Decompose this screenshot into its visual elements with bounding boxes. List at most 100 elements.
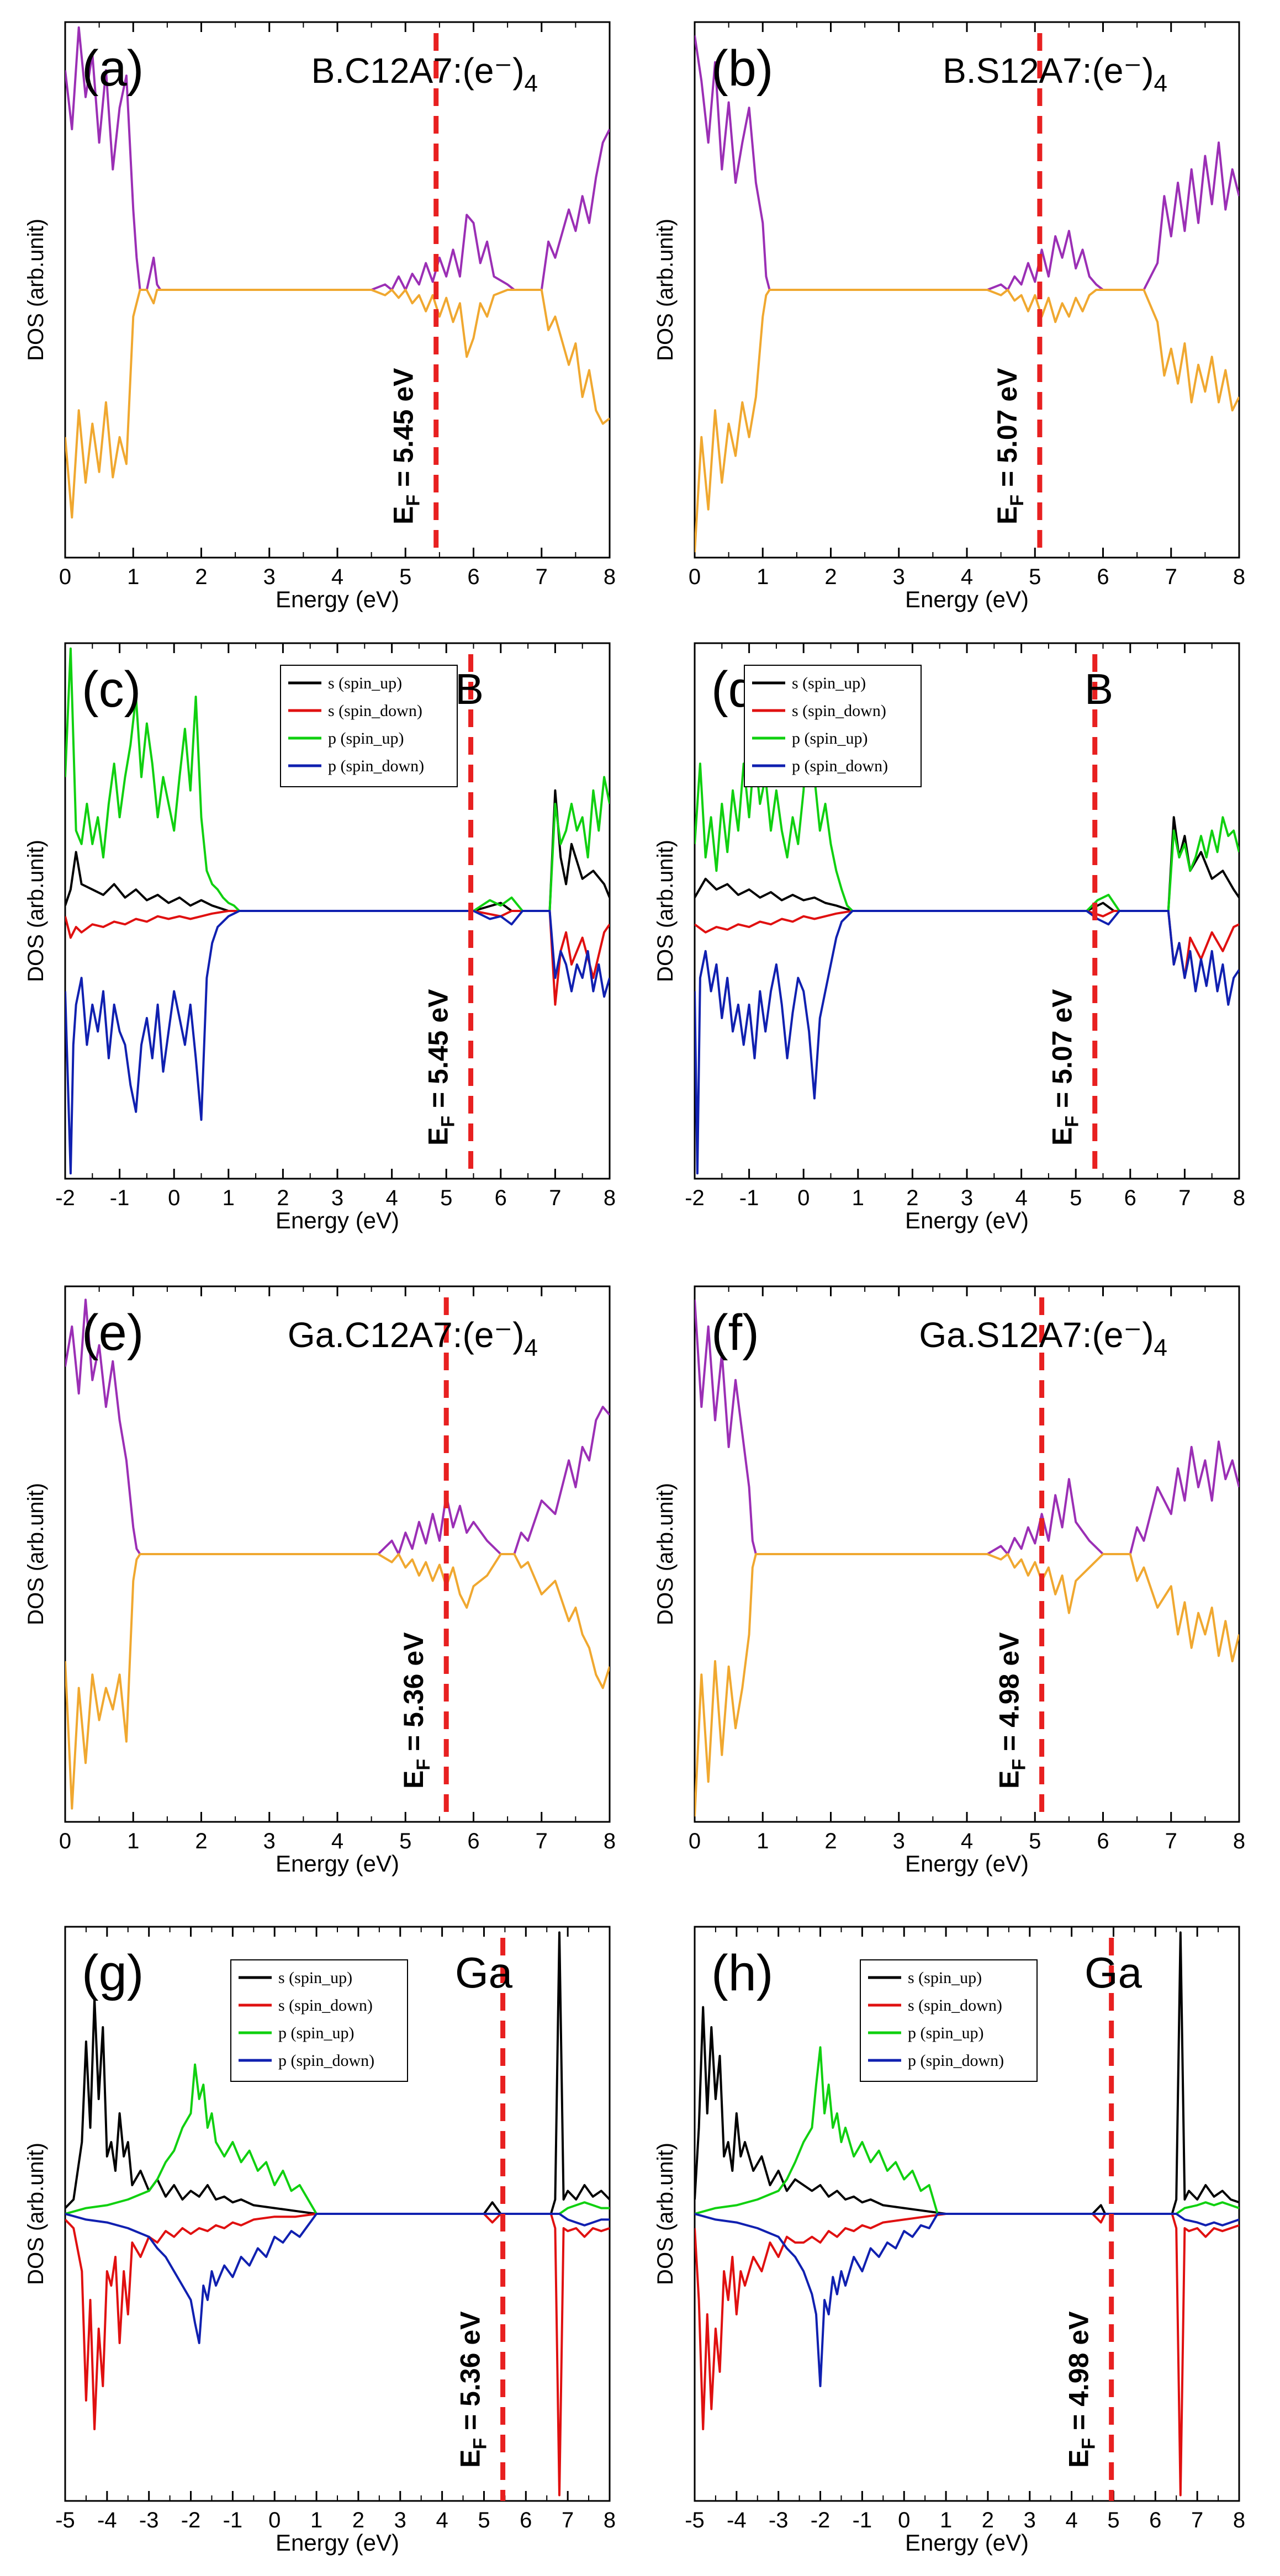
x-tick-label: -4 [727, 2508, 747, 2532]
legend: s (spin_up)s (spin_down)p (spin_up)p (sp… [860, 1959, 1038, 2082]
x-tick-label: 7 [536, 565, 548, 589]
y-axis-label: DOS (arb.unit) [24, 2143, 48, 2285]
x-tick-label: 4 [1065, 2508, 1077, 2532]
x-tick-label: 0 [689, 1829, 701, 1853]
series-line-total_up [65, 1298, 610, 1555]
x-tick-label: 3 [263, 565, 276, 589]
panel-title-main: Ga [455, 1948, 513, 1997]
x-tick-label: 3 [263, 1829, 276, 1853]
fermi-label-sub: F [413, 1759, 434, 1771]
legend-label: s (spin_down) [278, 1996, 373, 2015]
x-tick-label: 4 [961, 1829, 973, 1853]
fermi-label-e: E [994, 1771, 1025, 1789]
legend-label: p (spin_down) [328, 757, 424, 775]
x-tick-label: 6 [467, 1829, 479, 1853]
fermi-label-sub: F [1078, 2438, 1099, 2450]
series-line-s_down [65, 910, 610, 1006]
x-tick-label: 1 [757, 565, 769, 589]
x-tick-label: 3 [394, 2508, 406, 2532]
x-tick-label: 0 [797, 1186, 810, 1210]
panel-label: (h) [711, 1945, 773, 2001]
series-line-p_up [65, 2063, 610, 2215]
x-tick-label: -2 [685, 1186, 705, 1210]
series-line-s_up [65, 789, 610, 912]
panel-title: B.S12A7:(e⁻)4 [943, 51, 1167, 97]
legend-label: s (spin_up) [278, 1969, 352, 1987]
x-axis-label: Energy (eV) [905, 1207, 1029, 1233]
legend: s (spin_up)s (spin_down)p (spin_up)p (sp… [744, 665, 922, 787]
panel-f: 0 1 2 3 4 5 6 7 8 Energy (eV) DOS (arb.unit) EF = 4… [653, 1285, 1245, 1877]
fermi-label-e: E [455, 2450, 486, 2468]
legend-label: s (spin_down) [328, 702, 422, 720]
x-tick-label: 5 [1107, 2508, 1119, 2532]
fermi-level-label: EF = 5.45 eV [423, 989, 459, 1146]
panel-title: B [1085, 665, 1113, 713]
series-line-p_down [65, 2213, 610, 2344]
panel-title-sub: 4 [1154, 1334, 1167, 1361]
panel-title-main: B [1085, 665, 1113, 713]
x-tick-label: 7 [562, 2508, 574, 2532]
fermi-label-e: E [388, 506, 419, 524]
panel-title-sub: 4 [1154, 70, 1167, 97]
fermi-label-value: = 5.07 eV [992, 368, 1023, 495]
fermi-label-value: = 4.98 eV [994, 1632, 1025, 1759]
x-tick-label: 5 [440, 1186, 452, 1210]
series-line-p_up [65, 647, 610, 912]
fermi-label-e: E [1064, 2450, 1094, 2468]
x-tick-label: 1 [852, 1186, 864, 1210]
series-line-s_up [65, 1931, 610, 2215]
x-tick-label: 4 [331, 565, 343, 589]
x-tick-label: 5 [1070, 1186, 1082, 1210]
x-tick-label: 7 [1165, 1829, 1177, 1853]
fermi-label-value: = 5.07 eV [1047, 989, 1078, 1116]
legend-label: s (spin_up) [328, 674, 402, 692]
x-tick-label: -3 [769, 2508, 789, 2532]
x-tick-label: 2 [824, 1829, 837, 1853]
panel-title-main: B.S12A7:(e⁻) [943, 51, 1154, 91]
x-tick-label: 5 [399, 565, 411, 589]
series-line-total_down [695, 1553, 1239, 1817]
series-line-p_down [695, 910, 1239, 1175]
x-tick-label: 6 [1124, 1186, 1136, 1210]
panel-g: -5 -4 -3 -2 -1 0 1 2 3 4 5 6 7 8 Energy (eV) DOS (arb.u… [24, 1926, 616, 2556]
fermi-label-value: = 5.36 eV [398, 1632, 429, 1759]
x-tick-label: -3 [139, 2508, 159, 2532]
panel-label: (f) [711, 1305, 759, 1361]
x-tick-label: 6 [520, 2508, 532, 2532]
x-tick-label: -4 [97, 2508, 117, 2532]
x-tick-label: 1 [223, 1186, 235, 1210]
x-tick-label: 3 [893, 1829, 905, 1853]
panel-title: B [455, 665, 484, 713]
panel-a: 0 1 2 3 4 5 6 7 8 Energy (eV) DOS (arb.unit) EF = 5… [24, 21, 616, 612]
panel-title-main: Ga.S12A7:(e⁻) [919, 1315, 1154, 1355]
panel-title: Ga [1085, 1948, 1143, 1997]
legend-label: p (spin_down) [278, 2052, 374, 2070]
x-tick-label: -5 [685, 2508, 705, 2532]
x-tick-label: 4 [1015, 1186, 1027, 1210]
x-tick-label: 1 [757, 1829, 769, 1853]
series-line-total_down [65, 1553, 610, 1810]
x-tick-label: 8 [604, 1829, 616, 1853]
x-tick-label: 0 [689, 565, 701, 589]
fermi-label-sub: F [1007, 495, 1028, 506]
x-tick-label: 2 [352, 2508, 364, 2532]
series-line-total_up [695, 35, 1239, 291]
x-tick-label: 7 [536, 1829, 548, 1853]
panel-label: (a) [82, 40, 144, 97]
fermi-label-value: = 5.45 eV [388, 368, 419, 495]
fermi-label-e: E [423, 1127, 454, 1146]
x-tick-label: 0 [59, 565, 71, 589]
x-tick-label: 8 [604, 565, 616, 589]
x-tick-label: 8 [604, 1186, 616, 1210]
x-tick-label: 1 [310, 2508, 322, 2532]
x-tick-label: 7 [549, 1186, 561, 1210]
legend-label: s (spin_up) [792, 674, 866, 692]
series-line-p_up [695, 709, 1239, 912]
x-tick-label: 7 [1178, 1186, 1191, 1210]
panel-title: Ga [455, 1948, 513, 1997]
y-axis-label: DOS (arb.unit) [653, 840, 678, 982]
panel-label: (b) [711, 40, 773, 97]
x-tick-label: 2 [195, 565, 207, 589]
fermi-level-label: EF = 5.07 eV [1047, 989, 1083, 1146]
